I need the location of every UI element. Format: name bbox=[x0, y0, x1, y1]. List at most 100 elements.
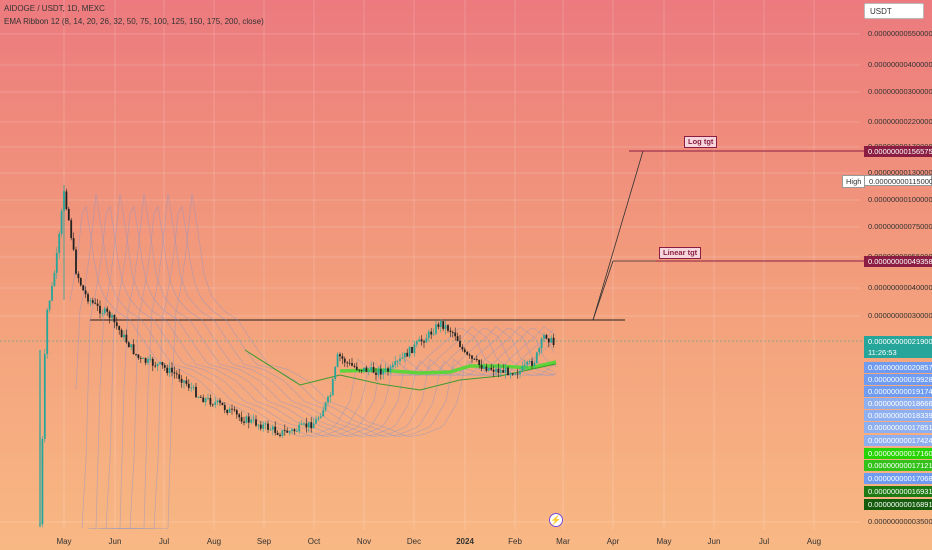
candle-body bbox=[406, 352, 409, 357]
candle-body bbox=[106, 308, 109, 312]
candle-body bbox=[192, 386, 195, 388]
candle-body bbox=[377, 368, 380, 375]
candle-body bbox=[324, 402, 327, 411]
candle-body bbox=[439, 321, 442, 327]
candle-body bbox=[456, 336, 459, 341]
candle-body bbox=[538, 348, 541, 353]
candle-body bbox=[507, 367, 509, 376]
ema-ribbon-line bbox=[112, 193, 557, 529]
candle-body bbox=[475, 358, 478, 360]
candle-body bbox=[499, 370, 502, 373]
candle-body bbox=[547, 338, 550, 343]
candle-body bbox=[221, 402, 224, 405]
price-tick-label: 0.00000000550000 bbox=[868, 29, 932, 38]
candle-body bbox=[154, 365, 157, 367]
candle-body bbox=[240, 417, 243, 422]
currency-selector[interactable]: USDT bbox=[864, 3, 924, 19]
candle-body bbox=[291, 429, 293, 432]
indicator-legend[interactable]: EMA Ribbon 12 (8, 14, 20, 26, 32, 50, 75… bbox=[4, 17, 264, 26]
candle-body bbox=[447, 325, 449, 331]
candle-body bbox=[223, 404, 226, 410]
time-axis-label: Sep bbox=[256, 537, 272, 546]
candle-body bbox=[480, 365, 483, 369]
candle-body bbox=[48, 300, 51, 310]
candle-body bbox=[502, 370, 505, 373]
candle-body bbox=[156, 363, 159, 367]
candle-body bbox=[190, 387, 193, 389]
linear-target-label[interactable]: Linear tgt bbox=[659, 247, 702, 259]
ema-price-badge: 0.00000000017424 bbox=[864, 435, 932, 446]
candle-body bbox=[459, 340, 461, 347]
candle-body bbox=[293, 429, 296, 432]
candle-body bbox=[396, 361, 399, 362]
candle-body bbox=[372, 367, 375, 373]
ema-ribbon-line bbox=[69, 205, 555, 437]
candle-body bbox=[511, 373, 514, 375]
log-target-label[interactable]: Log tgt bbox=[684, 136, 718, 148]
candle-body bbox=[166, 367, 169, 374]
candle-body bbox=[233, 409, 236, 411]
countdown-badge: 11:26:53 bbox=[864, 347, 932, 358]
candle-body bbox=[245, 416, 248, 423]
high-tag: High bbox=[842, 175, 866, 188]
candle-body bbox=[130, 344, 133, 348]
candle-body bbox=[94, 302, 97, 304]
candle-body bbox=[528, 360, 531, 362]
candle-body bbox=[58, 233, 61, 253]
log-projection-line bbox=[592, 150, 644, 321]
candle-body bbox=[89, 300, 92, 302]
candle-body bbox=[348, 362, 351, 364]
price-tick-label: 0.00000000220000 bbox=[868, 117, 932, 126]
candle-body bbox=[315, 419, 317, 424]
candle-body bbox=[82, 285, 85, 291]
time-axis-label: Jul bbox=[758, 537, 770, 546]
candle-body bbox=[255, 419, 257, 426]
candle-body bbox=[531, 360, 533, 366]
candle-body bbox=[540, 338, 543, 349]
candle-body bbox=[67, 208, 70, 221]
candle-body bbox=[375, 372, 377, 375]
candle-body bbox=[135, 354, 137, 355]
candle-body bbox=[96, 303, 99, 306]
candle-body bbox=[51, 285, 53, 301]
candle-body bbox=[147, 359, 149, 363]
last-price-badge: 0.00000000021900 bbox=[864, 336, 932, 347]
candle-body bbox=[334, 366, 337, 380]
candle-body bbox=[545, 335, 548, 339]
candle-body bbox=[202, 397, 205, 403]
candle-body bbox=[235, 410, 238, 415]
candle-body bbox=[283, 430, 286, 432]
candle-body bbox=[310, 422, 313, 429]
ema-price-badge: 0.00000000019928 bbox=[864, 374, 932, 385]
candle-body bbox=[365, 367, 368, 372]
candle-body bbox=[418, 339, 421, 342]
price-tick-label: 0.00000000075000 bbox=[868, 222, 932, 231]
candle-body bbox=[279, 434, 281, 436]
candle-body bbox=[442, 321, 445, 329]
ema-ribbon-line bbox=[94, 205, 555, 529]
candle-body bbox=[46, 309, 49, 355]
time-axis-label: May bbox=[656, 537, 672, 546]
candle-body bbox=[370, 367, 373, 371]
candle-body bbox=[41, 438, 44, 525]
ema-ribbon-line bbox=[124, 193, 557, 529]
candle-body bbox=[312, 423, 315, 429]
high-price-badge: 0.00000000115000 bbox=[864, 175, 932, 186]
lightning-icon[interactable]: ⚡ bbox=[549, 513, 563, 527]
candle-body bbox=[432, 333, 435, 335]
candle-body bbox=[264, 423, 267, 425]
candle-body bbox=[60, 210, 63, 234]
candle-body bbox=[125, 334, 128, 343]
candle-body bbox=[387, 368, 389, 372]
candle-body bbox=[120, 329, 123, 338]
candle-body bbox=[286, 430, 289, 433]
price-tick-label: 0.00000000300000 bbox=[868, 87, 932, 96]
candle-body bbox=[173, 372, 176, 374]
time-axis-label: Aug bbox=[806, 537, 822, 546]
candle-body bbox=[463, 349, 466, 352]
candle-body bbox=[451, 332, 454, 333]
candle-body bbox=[509, 373, 512, 376]
ema-price-badge: 0.00000000017121 bbox=[864, 460, 932, 471]
symbol-legend[interactable]: AIDOGE / USDT, 1D, MEXC bbox=[4, 4, 105, 13]
